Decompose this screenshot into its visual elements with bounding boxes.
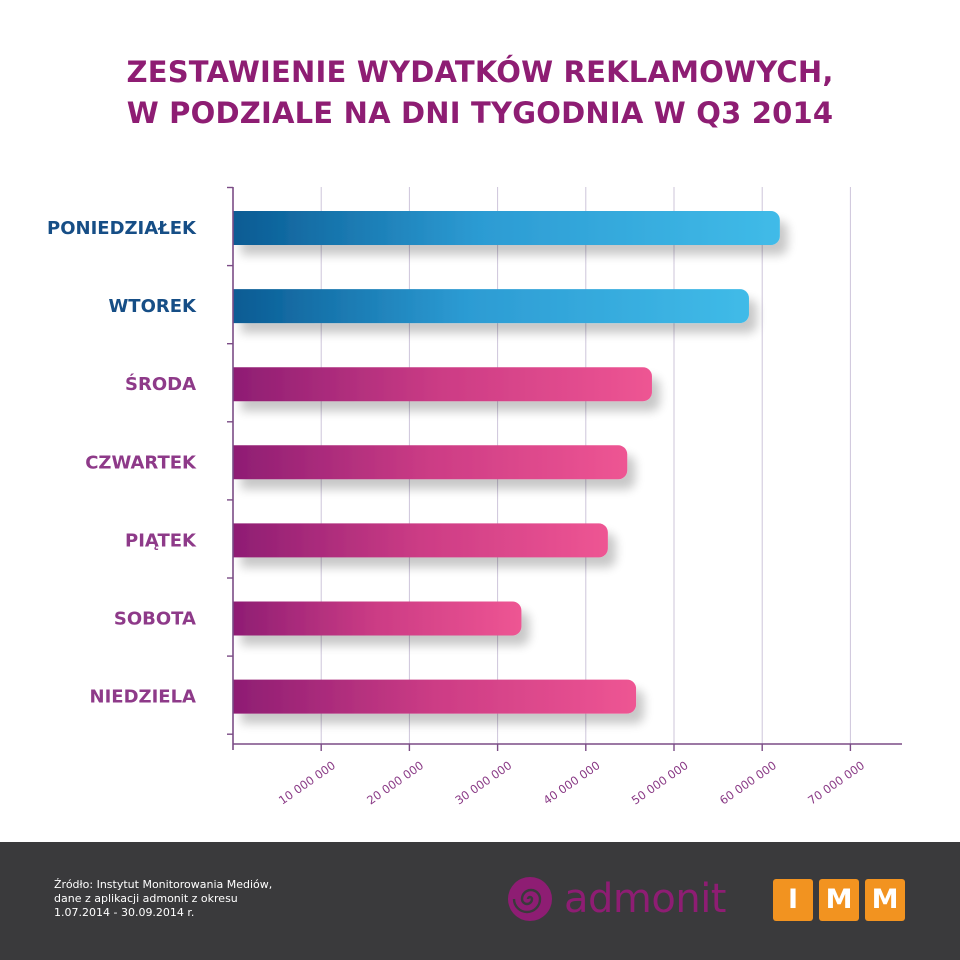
category-labels: PONIEDZIAŁEK WTOREK ŚRODA CZWARTEK PIĄTEK SOB… bbox=[47, 218, 197, 708]
imm-letter-m1: M bbox=[819, 879, 859, 921]
axes bbox=[227, 186, 902, 751]
chart-title-line-2: W PODZIALE NA DNI TYGODNIA W Q3 2014 bbox=[126, 96, 834, 130]
category-label: WTOREK bbox=[108, 296, 197, 317]
category-label: CZWARTEK bbox=[85, 452, 197, 473]
category-label: NIEDZIELA bbox=[90, 687, 197, 708]
admonit-wordmark: admonit bbox=[564, 876, 727, 922]
category-label: PONIEDZIAŁEK bbox=[47, 218, 197, 239]
x-tick-label: 60 000 000 bbox=[717, 758, 779, 807]
bar-piątek bbox=[233, 523, 608, 558]
source-line-2: dane z aplikacji admonit z okresu bbox=[54, 892, 238, 905]
imm-letter-m2: M bbox=[865, 879, 905, 921]
x-tick-label: 10 000 000 bbox=[276, 758, 338, 807]
x-tick-label: 30 000 000 bbox=[452, 758, 514, 807]
bar-środa bbox=[233, 367, 652, 402]
x-tick-labels: 10 000 000 20 000 000 30 000 000 40 000 000… bbox=[276, 758, 867, 807]
chart-title-line-1: ZESTAWIENIE WYDATKÓW REKLAMOWYCH, bbox=[126, 55, 834, 89]
bar-wtorek bbox=[233, 289, 749, 324]
imm-logo: I M M bbox=[773, 879, 911, 921]
bars bbox=[233, 211, 780, 714]
imm-letter-i: I bbox=[773, 879, 813, 921]
bar-chart: PONIEDZIAŁEK WTOREK ŚRODA CZWARTEK PIĄTEK SOB… bbox=[47, 186, 902, 807]
footer: Źródło: Instytut Monitorowania Mediów, d… bbox=[0, 842, 960, 960]
x-tick-label: 70 000 000 bbox=[805, 758, 867, 807]
x-tick-label: 40 000 000 bbox=[541, 758, 603, 807]
bar-poniedziałek bbox=[233, 211, 780, 245]
bar-niedziela bbox=[233, 679, 637, 714]
source-line-1: Źródło: Instytut Monitorowania Mediów, bbox=[54, 878, 273, 891]
chart-title: ZESTAWIENIE WYDATKÓW REKLAMOWYCH, W PODZ… bbox=[0, 52, 960, 134]
source-note: Źródło: Instytut Monitorowania Mediów, d… bbox=[54, 878, 272, 920]
x-tick-label: 20 000 000 bbox=[364, 758, 426, 807]
category-label: PIĄTEK bbox=[125, 530, 197, 551]
category-label: SOBOTA bbox=[114, 609, 196, 630]
admonit-logo: admonit bbox=[508, 876, 727, 922]
bar-sobota bbox=[233, 601, 522, 636]
admonit-shell-icon bbox=[508, 877, 552, 921]
x-tick-label: 50 000 000 bbox=[629, 758, 691, 807]
source-line-3: 1.07.2014 - 30.09.2014 r. bbox=[54, 906, 195, 919]
category-label: ŚRODA bbox=[125, 373, 196, 395]
bar-czwartek bbox=[233, 445, 628, 480]
